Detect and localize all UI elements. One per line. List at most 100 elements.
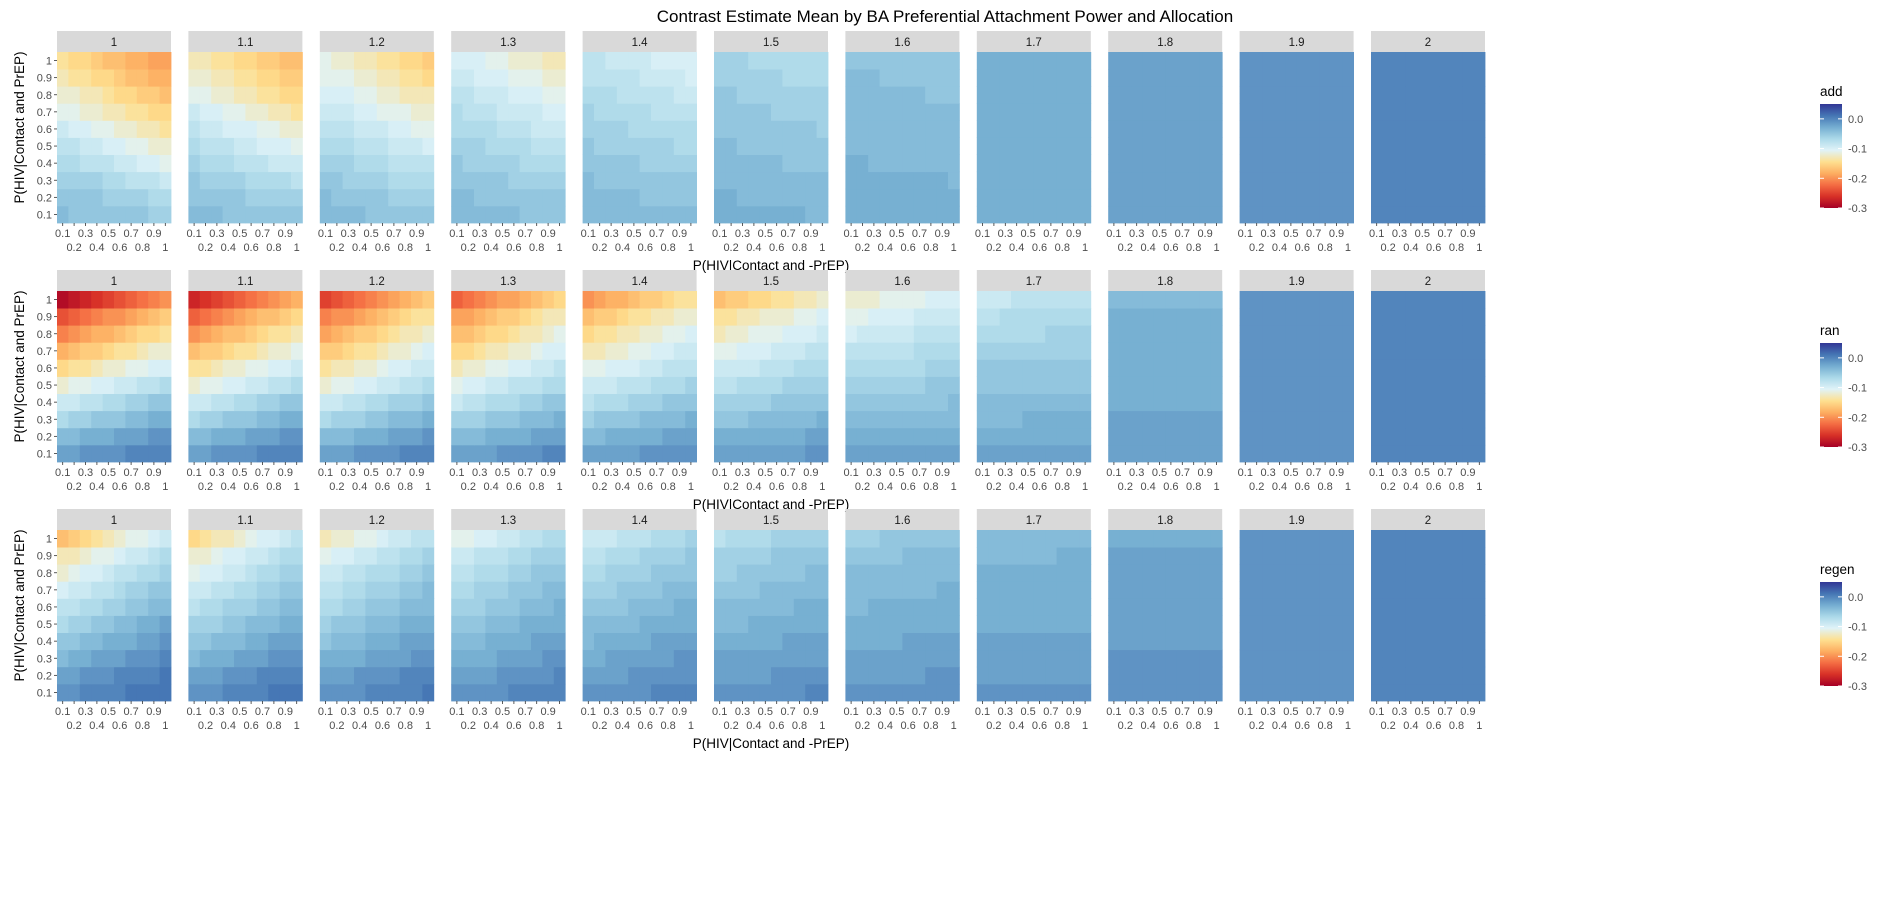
heatmap-cell [868, 393, 880, 412]
heatmap-cell [268, 393, 280, 412]
heatmap-cell [1308, 120, 1320, 138]
heatmap-cell [988, 615, 1000, 633]
heatmap-cell [422, 649, 435, 668]
heatmap-cell [988, 444, 1000, 463]
heatmap-cell [1371, 632, 1383, 651]
heatmap-cell [399, 359, 412, 377]
heatmap-cell [451, 291, 463, 309]
heatmap-cell [1473, 683, 1486, 702]
heatmap-cell [354, 615, 366, 633]
heatmap-cell [628, 52, 640, 70]
heatmap-cell [1393, 564, 1406, 582]
heatmap-cell [1262, 325, 1275, 343]
heatmap-cell [1450, 530, 1463, 548]
x-tick-label: 0.1 [449, 706, 464, 718]
heatmap-cell [462, 171, 475, 190]
heatmap-cell [1239, 649, 1252, 668]
heatmap-cell [114, 615, 126, 633]
heatmap-cell [1131, 137, 1143, 155]
heatmap-cell [68, 410, 81, 429]
heatmap-cell [1153, 205, 1166, 224]
heatmap-cell [1045, 52, 1057, 70]
heatmap-cell [256, 581, 269, 599]
heatmap-cell [879, 86, 892, 104]
heatmap-cell [125, 444, 138, 463]
heatmap-cell [188, 427, 201, 446]
heatmap-cell [1045, 342, 1057, 360]
heatmap-cell [1210, 615, 1223, 633]
heatmap-cell [279, 291, 292, 309]
heatmap-cell [1131, 308, 1143, 326]
heatmap-cell [925, 615, 937, 633]
heatmap-cell [1056, 86, 1069, 104]
heatmap-cell [222, 52, 235, 70]
heatmap-cell [1439, 410, 1452, 429]
heatmap-cell [685, 325, 697, 343]
heatmap-cell [793, 683, 806, 702]
heatmap-cell [1188, 564, 1200, 582]
heatmap-cell [582, 342, 595, 360]
heatmap-cell [354, 427, 366, 446]
heatmap-cell [376, 137, 389, 155]
heatmap-cell [782, 154, 795, 173]
heatmap-cell [496, 103, 509, 121]
heatmap-cell [1079, 52, 1092, 70]
heatmap-cell [1022, 325, 1035, 343]
heatmap-cell [114, 86, 126, 104]
heatmap-cell [1462, 188, 1474, 207]
heatmap-cell [245, 632, 258, 651]
heatmap-cell [354, 376, 366, 394]
heatmap-cell [1330, 86, 1343, 104]
heatmap-cell [188, 666, 201, 685]
heatmap-cell [1210, 359, 1223, 377]
heatmap-cell [1416, 444, 1429, 463]
heatmap-cell [1165, 376, 1177, 394]
heatmap-cell [1210, 86, 1223, 104]
heatmap-cell [594, 359, 606, 377]
heatmap-cell [948, 308, 960, 326]
x-tick-label: 0.3 [209, 706, 224, 718]
heatmap-cell [159, 86, 172, 104]
facet-panel: 1.50.10.20.30.40.50.60.70.80.91 [712, 31, 829, 254]
heatmap-cell [662, 342, 675, 360]
heatmap-cell [159, 615, 172, 633]
facet-strip-label: 1.5 [763, 37, 779, 49]
heatmap-cell [411, 615, 423, 633]
heatmap-cell [868, 359, 880, 377]
facet-row-ran: 10.10.20.30.40.50.60.70.80.911.10.10.20.… [12, 270, 1867, 512]
heatmap-cell [1011, 308, 1023, 326]
heatmap-cell [388, 52, 400, 70]
heatmap-cell [422, 376, 435, 394]
heatmap-cell [553, 137, 566, 155]
heatmap-cell [771, 581, 783, 599]
heatmap-cell [714, 137, 726, 155]
heatmap-cell [1382, 103, 1395, 121]
heatmap-cell [805, 427, 817, 446]
heatmap-cell [291, 154, 303, 173]
heatmap-cell [879, 291, 892, 309]
heatmap-cell [988, 103, 1000, 121]
heatmap-cell [714, 666, 726, 685]
heatmap-cell [714, 86, 726, 104]
heatmap-cell [474, 342, 486, 360]
heatmap-cell [1188, 615, 1200, 633]
heatmap-cell [685, 444, 697, 463]
heatmap-cell [976, 615, 989, 633]
heatmap-cell [725, 666, 738, 685]
heatmap-cell [485, 410, 498, 429]
x-tick-label: 0.5 [1020, 706, 1035, 718]
heatmap-cell [91, 52, 103, 70]
heatmap-cell [188, 444, 201, 463]
heatmap-cell [1371, 564, 1383, 582]
heatmap-cell [725, 103, 738, 121]
heatmap-cell [902, 325, 915, 343]
heatmap-cell [508, 103, 520, 121]
heatmap-cell [245, 52, 258, 70]
heatmap-cell [102, 342, 115, 360]
heatmap-cell [234, 427, 246, 446]
x-tick-label: 0.7 [1175, 467, 1190, 479]
heatmap-cell [159, 410, 172, 429]
heatmap-cell [102, 52, 115, 70]
heatmap-cell [422, 205, 435, 224]
heatmap-cell [1393, 615, 1406, 633]
